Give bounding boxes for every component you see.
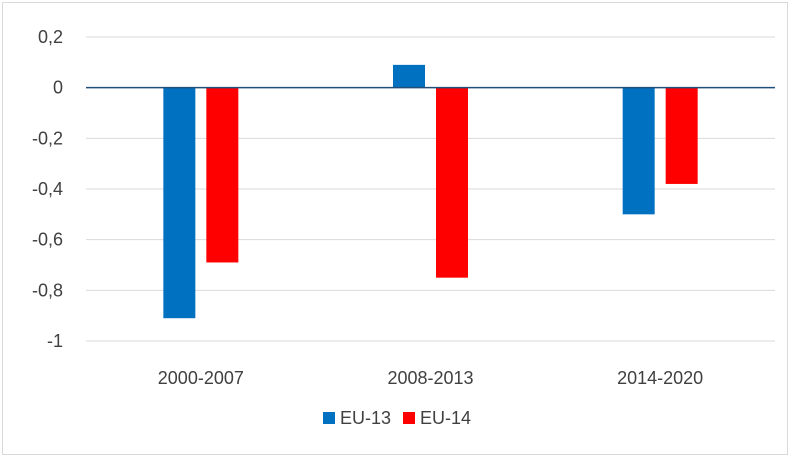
y-axis-ticks: 0,2 0 -0,2 -0,4 -0,6 -0,8 -1 [32, 27, 63, 351]
bar-eu-14-2000-2007 [206, 87, 239, 263]
y-tick-label: 0,2 [38, 27, 63, 47]
legend: EU-13 EU-14 [323, 408, 471, 428]
bars [163, 64, 698, 319]
legend-label-eu-13: EU-13 [340, 408, 391, 428]
x-tick-label: 2014-2020 [617, 368, 703, 388]
x-axis-ticks: 2000-2007 2008-2013 2014-2020 [158, 368, 703, 388]
x-tick-label: 2000-2007 [158, 368, 244, 388]
y-tick-label: 0 [53, 78, 63, 98]
legend-swatch-eu-13 [323, 412, 335, 424]
bar-eu-13-2000-2007 [163, 87, 196, 319]
y-tick-label: -1 [47, 331, 63, 351]
bar-eu-13-2008-2013 [393, 64, 425, 88]
y-tick-label: -0,4 [32, 179, 63, 199]
bar-eu-14-2014-2020 [665, 87, 698, 184]
legend-label-eu-14: EU-14 [420, 408, 471, 428]
gridlines [86, 36, 775, 342]
y-tick-label: -0,2 [32, 128, 63, 148]
bar-eu-14-2008-2013 [436, 87, 468, 278]
bar-eu-13-2014-2020 [622, 87, 655, 215]
y-tick-label: -0,6 [32, 230, 63, 250]
x-tick-label: 2008-2013 [387, 368, 473, 388]
legend-swatch-eu-14 [403, 412, 415, 424]
y-tick-label: -0,8 [32, 280, 63, 300]
